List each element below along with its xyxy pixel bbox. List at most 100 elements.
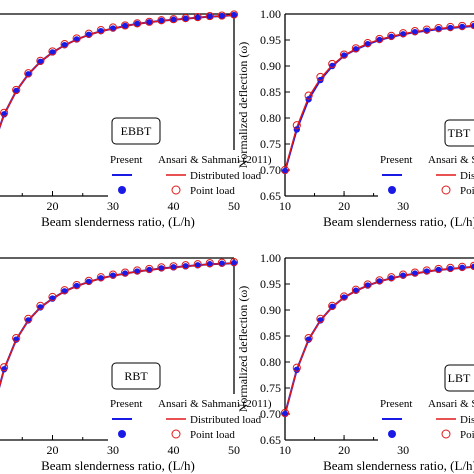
data-point-present (230, 260, 238, 267)
y-tick-label: 0.80 (260, 355, 281, 369)
data-point-present (281, 410, 289, 418)
data-point-present (49, 49, 56, 56)
data-point-point-load (328, 301, 337, 310)
data-point-present (109, 272, 117, 279)
theory-label-box (444, 119, 474, 147)
x-tick-label: 40 (168, 443, 180, 457)
y-tick-label: 0.95 (260, 33, 281, 47)
data-point-present (388, 33, 395, 41)
legend-present-label: Present (110, 398, 142, 410)
data-point-point-load (48, 292, 57, 302)
data-point-present (194, 14, 201, 21)
data-point-point-load (12, 333, 21, 343)
legend-point-label: Point load (190, 429, 235, 441)
data-point-present (340, 294, 348, 301)
x-tick-label: 30 (397, 199, 409, 213)
series-line-distributed-load (0, 262, 235, 388)
x-axis-title: Beam slenderness ratio, (L/h) (41, 458, 195, 473)
data-point-point-load (108, 270, 118, 279)
x-tick-label: 30 (107, 199, 119, 213)
data-point-present (329, 303, 336, 311)
data-point-point-load (24, 69, 33, 78)
legend-ansari-label: Ansari & Sahmani (2011) (158, 398, 272, 410)
data-point-point-load (434, 264, 443, 274)
data-point-present (170, 16, 177, 23)
data-point-present (25, 71, 32, 78)
series-line-present (284, 25, 474, 172)
data-point-point-load (36, 301, 45, 310)
legend-present-dot (388, 430, 396, 438)
data-point-point-load (157, 16, 166, 25)
legend-present-dot (118, 430, 126, 438)
legend-ansari-label: Ansari & S (428, 398, 474, 410)
data-point-point-load (157, 263, 166, 272)
data-point-point-load (316, 72, 325, 82)
data-point-present (109, 25, 117, 32)
data-point-present (158, 17, 165, 24)
legend-point-label: Point loa (460, 429, 474, 441)
data-point-point-load (193, 13, 202, 22)
data-point-present (0, 366, 8, 373)
theory-label: EBBT (121, 124, 152, 138)
data-point-present (134, 20, 141, 28)
legend-present-dot (118, 186, 126, 194)
data-point-present (121, 22, 129, 30)
legend-distributed-label: Distribut (460, 170, 474, 182)
y-tick-label: 0.70 (260, 163, 281, 177)
data-point-present (399, 31, 407, 38)
x-tick-label: 30 (107, 443, 119, 457)
data-point-present (329, 62, 336, 70)
data-point-point-load (351, 285, 360, 294)
data-point-point-load (36, 56, 45, 65)
data-point-present (364, 40, 371, 48)
x-tick-label: 20 (47, 199, 59, 213)
data-point-point-load (446, 263, 455, 272)
data-point-point-load (60, 286, 69, 295)
legend-point-circle (171, 185, 181, 195)
theory-label: LBT (448, 371, 471, 385)
theory-label: TBT (448, 126, 471, 140)
data-point-point-load (339, 292, 349, 301)
data-point-present (73, 36, 80, 43)
data-point-point-load (0, 108, 9, 117)
y-tick-label: 0.85 (260, 329, 281, 343)
data-point-point-load (60, 40, 69, 49)
data-point-point-load (280, 408, 290, 418)
legend-point-label: Point load (190, 185, 235, 197)
data-point-present (158, 265, 165, 272)
y-tick-label: 1.00 (260, 7, 281, 21)
data-point-point-load (72, 280, 81, 290)
y-tick-label: 0.70 (260, 407, 281, 421)
data-point-point-load (145, 17, 154, 26)
data-point-point-load (328, 59, 337, 69)
data-point-present (293, 366, 301, 373)
data-point-present (281, 167, 289, 175)
data-point-point-load (108, 23, 118, 32)
data-point-present (376, 278, 383, 285)
data-point-point-load (121, 21, 130, 30)
y-tick-label: 0.90 (260, 303, 281, 317)
data-point-present (423, 27, 430, 34)
data-point-present (146, 266, 153, 274)
theory-label-box (111, 117, 161, 145)
data-point-present (61, 42, 68, 49)
data-point-present (206, 13, 213, 20)
data-point-point-load (363, 280, 372, 289)
data-point-present (182, 263, 189, 270)
chart-panel-lbt: 10 20 30 0.65 0.70 0.75 0.80 0.85 0.90 0.95 1.00 Be… (236, 251, 474, 473)
data-point-point-load (458, 21, 467, 31)
data-point-present (85, 278, 93, 286)
data-point-point-load (304, 91, 313, 100)
y-axis-title: Normalized deflection (ω) (236, 42, 250, 169)
x-tick-label: 20 (338, 443, 350, 457)
data-point-point-load (363, 39, 372, 48)
data-point-point-load (217, 11, 226, 20)
data-point-point-load (205, 11, 214, 21)
data-point-present (340, 52, 348, 59)
data-point-present (73, 282, 80, 290)
y-tick-label: 0.90 (260, 59, 281, 73)
data-point-present (376, 36, 383, 44)
data-point-point-load (0, 363, 9, 372)
chart-panel-rbt: 20 30 40 50 Beam slenderness ratio, (L/h) RBT… (0, 257, 272, 473)
